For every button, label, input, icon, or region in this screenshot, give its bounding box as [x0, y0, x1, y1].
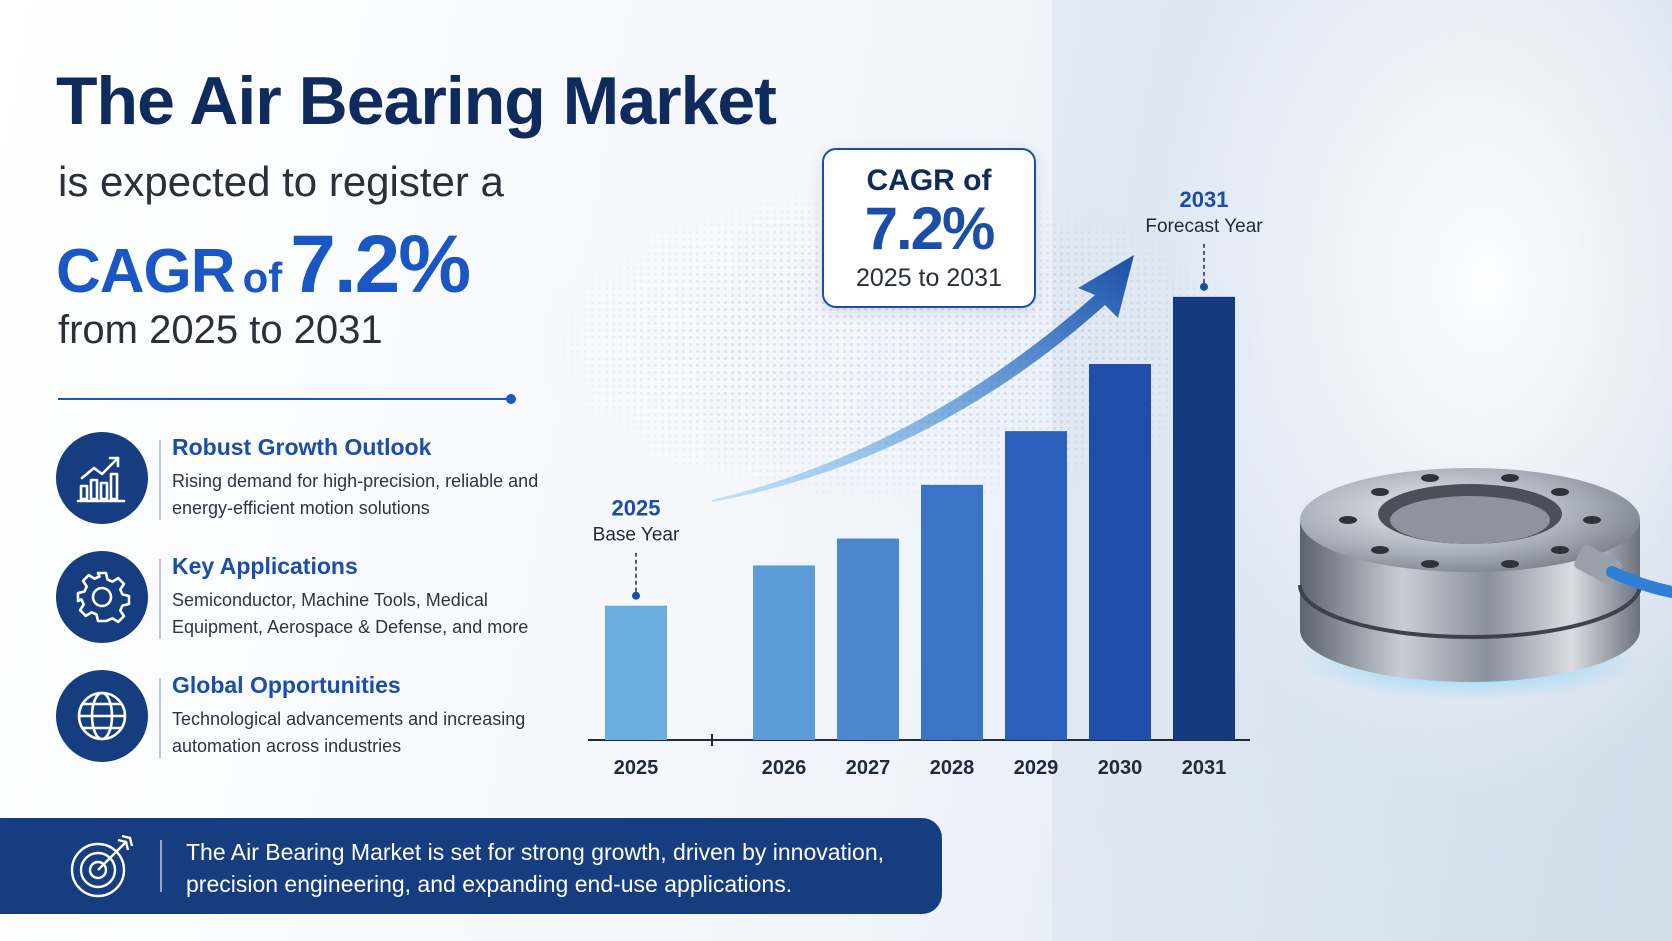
x-tick-label: 2028	[930, 757, 975, 779]
callout-dot	[632, 591, 640, 600]
feature-description: Rising demand for high-precision, reliab…	[172, 471, 539, 518]
callout-label: Base Year	[593, 525, 680, 546]
bar-2029	[1005, 431, 1067, 740]
x-tick-label: 2027	[846, 757, 891, 779]
growth-chart-icon	[56, 432, 148, 524]
bar-2026	[753, 565, 815, 740]
callout-dot	[1200, 282, 1208, 291]
feature-key-applications: Key Applications Semiconductor, Machine …	[56, 551, 576, 647]
globe-icon	[56, 670, 148, 762]
bar-2027	[837, 538, 899, 740]
bottom-banner: The Air Bearing Market is set for strong…	[0, 818, 942, 914]
bar-2031	[1173, 296, 1235, 740]
cagr-box-value: 7.2%	[864, 195, 996, 262]
cagr-callout-box: CAGR of 7.2% 2025 to 2031	[822, 148, 1036, 308]
gear-icon	[56, 551, 148, 643]
headline-line3: from 2025 to 2031	[58, 308, 383, 352]
feature-divider	[159, 559, 161, 639]
callout-label: Forecast Year	[1145, 216, 1263, 237]
cagr-value: 7.2%	[290, 219, 471, 310]
cagr-box-range: 2025 to 2031	[856, 264, 1002, 292]
cagr-box-label: CAGR of	[866, 164, 992, 197]
divider	[58, 398, 510, 400]
feature-divider	[159, 440, 161, 520]
feature-title: Key Applications	[172, 553, 358, 579]
feature-title: Robust Growth Outlook	[172, 434, 432, 460]
callout-year: 2025	[612, 496, 661, 521]
cagr-of: of	[242, 254, 283, 301]
bar-2030	[1089, 364, 1151, 740]
bar-2028	[921, 484, 983, 740]
cagr-label: CAGR	[56, 237, 236, 306]
target-icon	[70, 834, 134, 898]
feature-title: Global Opportunities	[172, 672, 401, 698]
feature-divider	[159, 678, 161, 758]
banner-text: The Air Bearing Market is set for strong…	[186, 839, 884, 897]
x-tick-label: 2025	[614, 757, 659, 779]
feature-description: Semiconductor, Machine Tools, Medical Eq…	[172, 590, 529, 637]
headline-line1: is expected to register a	[58, 158, 504, 205]
background-glow	[1052, 0, 1672, 941]
bar-2025	[605, 605, 667, 740]
callout-year: 2031	[1180, 187, 1229, 212]
feature-growth-outlook: Robust Growth Outlook Rising demand for …	[56, 432, 576, 528]
feature-description: Technological advancements and increasin…	[172, 709, 526, 756]
feature-global-opportunities: Global Opportunities Technological advan…	[56, 670, 576, 766]
x-tick-label: 2031	[1182, 757, 1227, 779]
x-tick-label: 2026	[762, 757, 807, 779]
x-tick-label: 2029	[1014, 757, 1059, 779]
x-tick-label: 2030	[1098, 757, 1143, 779]
headline-cagr: CAGR of7.2%	[56, 218, 471, 312]
air-bearing-image	[1298, 468, 1672, 700]
divider-dot	[506, 394, 516, 404]
banner-divider	[160, 840, 162, 892]
page-title: The Air Bearing Market	[56, 63, 777, 139]
